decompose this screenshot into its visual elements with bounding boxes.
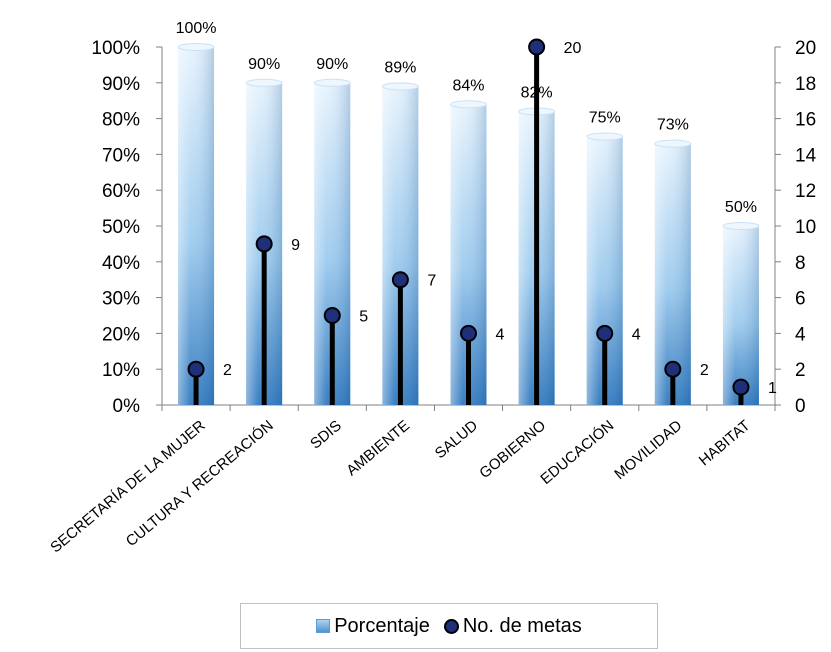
left-tick-label: 0% <box>113 396 141 417</box>
legend-label-no-de-metas: No. de metas <box>462 614 582 637</box>
bar-data-label: 90% <box>248 56 280 73</box>
legend-label-porcentaje: Porcentaje <box>334 614 430 637</box>
legend-item-porcentaje: Porcentaje <box>316 615 430 638</box>
left-tick-label: 30% <box>102 289 140 310</box>
right-tick-label: 0 <box>795 396 806 417</box>
metas-point <box>596 324 614 342</box>
category-label: EDUCACIÓN <box>537 417 617 488</box>
metas-point <box>528 38 546 56</box>
left-tick-label: 10% <box>102 360 140 381</box>
stems-layer <box>187 38 750 405</box>
metas-data-label: 5 <box>359 309 368 326</box>
bar-data-label: 50% <box>725 199 757 216</box>
right-tick-label: 10 <box>795 217 816 238</box>
right-tick-label: 14 <box>795 145 817 166</box>
axes-layer: 0% 10% 20% 30% 40% 50% 60% 70% 80% 90% 100% 0 2 4 6 8 10… <box>91 38 816 417</box>
category-label: SALUD <box>432 417 481 462</box>
right-tick-label: 16 <box>795 110 816 131</box>
right-tick-label: 12 <box>795 181 816 202</box>
bar-data-label: 89% <box>384 59 416 76</box>
dot-marker-icon <box>443 618 459 634</box>
left-tick-label: 20% <box>102 324 140 345</box>
left-tick-label: 60% <box>102 181 140 202</box>
category-label: MOVILIDAD <box>611 417 685 483</box>
bar-top-cap <box>381 82 419 91</box>
bar-top-cap <box>654 139 692 148</box>
bar-data-label: 75% <box>589 110 621 127</box>
left-tick-label: 90% <box>102 74 140 95</box>
bar-top-cap <box>245 78 283 87</box>
left-tick-label: 50% <box>102 217 140 238</box>
right-tick-label: 4 <box>795 324 806 345</box>
left-tick-label: 100% <box>91 38 140 59</box>
bar-data-label: 73% <box>657 117 689 134</box>
left-tick-label: 80% <box>102 110 140 131</box>
bar-sheen <box>178 47 215 405</box>
bar-data-label: 82% <box>521 84 553 101</box>
bar-top-cap <box>722 222 760 230</box>
right-tick-label: 20 <box>795 38 816 59</box>
bars-layer <box>177 43 760 406</box>
chart-canvas: 0% 10% 20% 30% 40% 50% 60% 70% 80% 90% 100% 0 2 4 6 8 10… <box>47 20 816 556</box>
metas-point <box>391 271 409 289</box>
left-tick-label: 40% <box>102 253 140 274</box>
category-label: SDIS <box>307 417 345 453</box>
metas-data-label: 4 <box>496 326 505 343</box>
legend-item-no-de-metas: No. de metas <box>443 614 582 638</box>
metas-data-label: 2 <box>223 362 232 379</box>
right-tick-label: 18 <box>795 74 816 95</box>
category-label: HABITAT <box>696 417 754 469</box>
metas-point <box>664 360 682 378</box>
bar-sheen <box>722 226 759 405</box>
metas-data-label: 4 <box>632 326 641 343</box>
legend: Porcentaje No. de metas <box>240 603 658 649</box>
metas-point <box>187 360 205 378</box>
metas-data-label: 20 <box>564 40 582 57</box>
bar-data-label: 84% <box>452 77 484 94</box>
right-tick-label: 2 <box>795 360 806 381</box>
bar-data-label: 100% <box>176 20 217 37</box>
metas-point <box>255 235 273 253</box>
metas-point <box>460 324 477 342</box>
bar-top-cap <box>177 43 215 51</box>
right-tick-label: 8 <box>795 253 806 274</box>
bar-top-cap <box>313 78 351 87</box>
category-label: GOBIERNO <box>476 417 549 482</box>
bar-top-cap <box>586 132 624 141</box>
metas-point <box>323 307 341 324</box>
category-label: AMBIENTE <box>343 417 413 479</box>
bar-data-label: 90% <box>316 56 348 73</box>
right-tick-label: 6 <box>795 289 806 310</box>
left-tick-label: 70% <box>102 145 140 166</box>
metas-data-label: 2 <box>700 362 709 379</box>
bar-swatch-icon <box>316 619 331 633</box>
metas-data-label: 1 <box>768 380 777 397</box>
metas-point <box>732 378 750 396</box>
bar-top-cap <box>450 100 487 109</box>
metas-data-label: 9 <box>291 237 300 254</box>
metas-data-label: 7 <box>427 273 436 290</box>
